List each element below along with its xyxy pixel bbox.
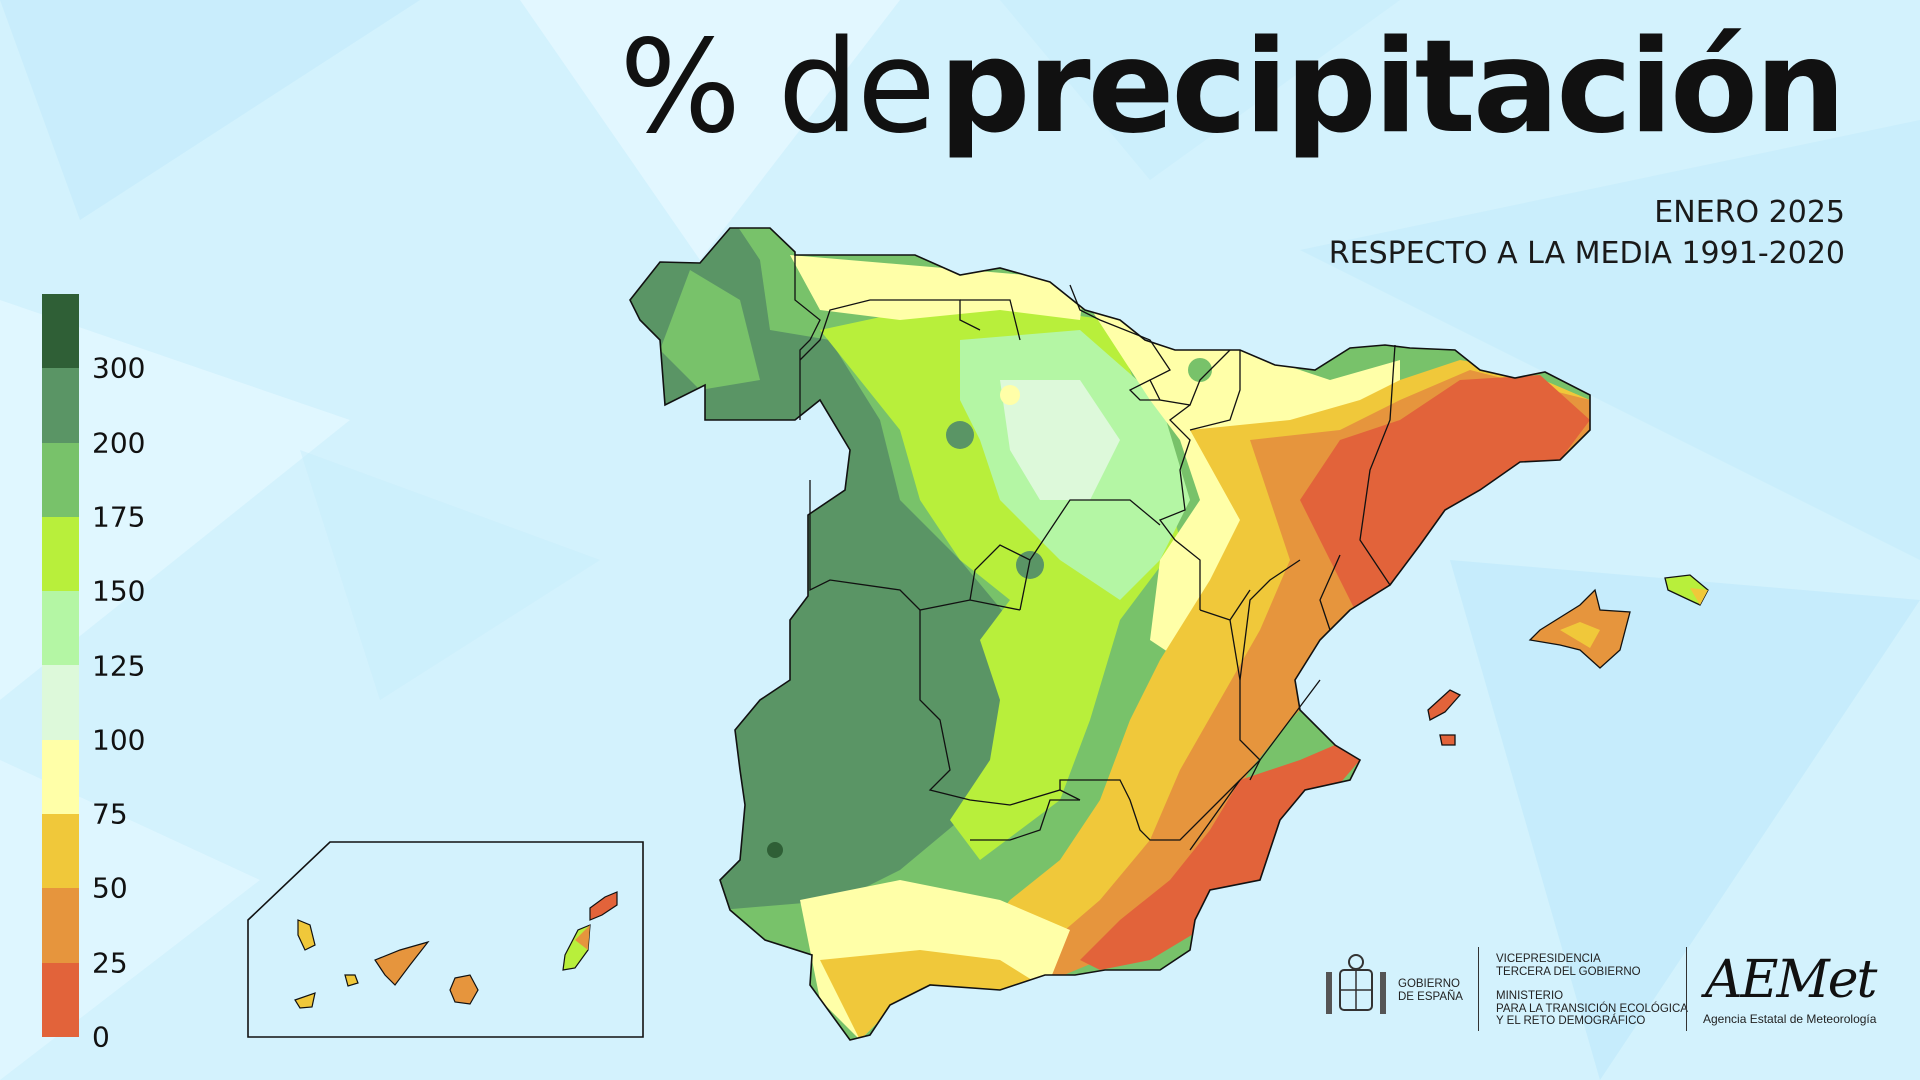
region-borders (794, 255, 1396, 851)
subtitle-month: ENERO 2025 (1654, 195, 1845, 230)
subtitle-reference: RESPECTO A LA MEDIA 1991-2020 (1328, 236, 1845, 271)
logo-vicepresidencia: VICEPRESIDENCIA TERCERA DEL GOBIERNO (1496, 953, 1641, 978)
legend-swatch (42, 888, 79, 963)
legend-swatch (42, 962, 79, 1037)
spain-outline (629, 227, 1591, 1041)
legend-tick-label: 50 (92, 871, 128, 905)
coat-of-arms-icon (1326, 954, 1386, 1014)
logo-gobierno-line2: DE ESPAÑA (1398, 990, 1463, 1003)
page-title: % de precipitación (619, 24, 1846, 152)
legend-tick-label: 25 (92, 946, 128, 980)
legend-swatch (42, 442, 79, 517)
legend-tick-label: 300 (92, 351, 146, 385)
logo-divider (1478, 947, 1479, 1031)
logo-vicepresidencia-line1: VICEPRESIDENCIA (1496, 953, 1601, 965)
logo-gobierno-line1: GOBIERNO (1398, 978, 1460, 990)
legend-tick-label: 75 (92, 797, 128, 831)
legend-tick-label: 125 (92, 649, 146, 682)
logo-vicepresidencia-line2: TERCERA DEL GOBIERNO (1496, 965, 1641, 978)
logo-ministerio-line1: MINISTERIO (1496, 990, 1564, 1002)
canary-islands-inset (247, 841, 644, 1038)
logo-divider-2 (1686, 947, 1687, 1031)
logo-ministerio-line3: Y EL RETO DEMOGRÁFICO (1496, 1015, 1646, 1028)
logo-ministerio: MINISTERIO PARA LA TRANSICIÓN ECOLÓGICA … (1496, 990, 1688, 1028)
legend-swatch (42, 294, 79, 369)
legend-tick-label: 100 (92, 723, 146, 757)
legend-tick-label: 150 (92, 574, 146, 608)
legend-swatch (42, 591, 79, 666)
aemet-logo: AEMet (1705, 950, 1877, 1010)
logo-ministerio-line2: PARA LA TRANSICIÓN ECOLÓGICA (1496, 1002, 1688, 1015)
aemet-full-name: Agencia Estatal de Meteorología (1703, 1012, 1877, 1026)
legend-swatch (42, 368, 79, 443)
legend-tick-label: 0 (92, 1020, 110, 1054)
legend-swatch (42, 739, 79, 815)
title-light: % de (619, 13, 935, 162)
balearic-islands (1427, 574, 1709, 746)
legend-swatch (42, 665, 79, 740)
legend-swatch (42, 814, 79, 889)
logo-gobierno: GOBIERNO DE ESPAÑA (1398, 978, 1463, 1003)
legend-tick-label: 175 (92, 500, 146, 534)
legend-swatch (42, 516, 79, 592)
legend-colorbar (42, 294, 79, 1037)
title-bold: precipitación (938, 13, 1846, 162)
legend-tick-label: 200 (92, 426, 146, 460)
